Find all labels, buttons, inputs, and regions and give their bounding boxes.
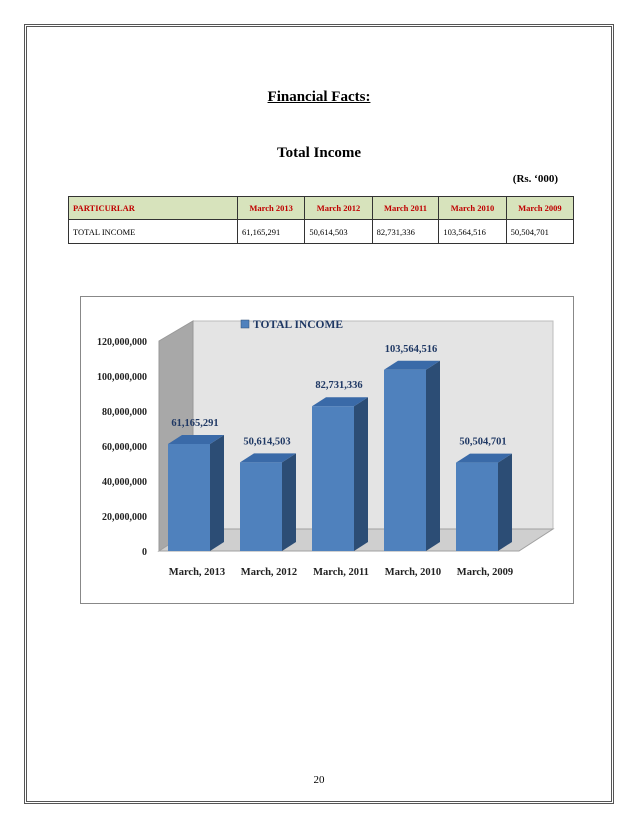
bar-side xyxy=(210,434,224,551)
header-cell-march-2009: March 2009 xyxy=(505,196,575,220)
bar-top xyxy=(456,453,512,463)
header-cell-march-2010: March 2010 xyxy=(438,196,507,220)
bar xyxy=(240,462,282,551)
header-cell-march-2011: March 2011 xyxy=(371,196,440,220)
chart-container: 0 20,000,000 40,000,000 60,000,000 80,000,00… xyxy=(80,296,574,604)
y-tick-label: 80,000,000 xyxy=(102,407,147,418)
bar-side xyxy=(498,453,512,551)
x-tick-label: March, 2013 xyxy=(169,567,225,578)
y-tick-label: 0 xyxy=(142,547,147,558)
y-tick-label: 20,000,000 xyxy=(102,512,147,523)
financial-facts-table: PARTICURLAR March 2013 March 2012 March … xyxy=(68,196,575,244)
x-tick-label: March, 2009 xyxy=(457,567,513,578)
bar xyxy=(168,443,210,551)
bar-side xyxy=(282,453,296,551)
bar-top xyxy=(384,360,440,370)
y-tick-label: 100,000,000 xyxy=(97,372,147,383)
bar xyxy=(312,406,354,551)
cell-march-2013: 61,165,291 xyxy=(236,219,306,244)
y-tick-label: 40,000,000 xyxy=(102,477,147,488)
bar xyxy=(384,369,426,551)
page-number: 20 xyxy=(313,774,325,786)
data-label: 82,731,336 xyxy=(315,380,362,391)
cell-march-2010: 103,564,516 xyxy=(438,219,507,244)
bar-side xyxy=(426,360,440,551)
header-cell-march-2013: March 2013 xyxy=(236,196,306,220)
bar-side xyxy=(354,397,368,551)
y-tick-label: 60,000,000 xyxy=(102,442,147,453)
y-tick-label: 120,000,000 xyxy=(97,337,147,348)
cell-march-2012: 50,614,503 xyxy=(304,219,373,244)
bar-top xyxy=(312,397,368,407)
bar xyxy=(456,462,498,551)
x-tick-label: March, 2011 xyxy=(313,567,369,578)
data-label: 103,564,516 xyxy=(385,344,438,355)
legend-swatch xyxy=(240,319,250,329)
data-label: 50,614,503 xyxy=(243,436,290,447)
x-tick-label: March, 2010 xyxy=(385,567,441,578)
total-income-chart: 0 20,000,000 40,000,000 60,000,000 80,000,00… xyxy=(97,319,555,578)
units-note: (Rs. ‘000) xyxy=(512,173,558,185)
data-label: 61,165,291 xyxy=(171,418,218,429)
legend-label: TOTAL INCOME xyxy=(253,319,343,331)
cell-march-2011: 82,731,336 xyxy=(371,219,440,244)
x-tick-label: March, 2012 xyxy=(241,567,297,578)
bar-top xyxy=(240,453,296,463)
bar-top xyxy=(168,434,224,444)
data-label: 50,504,701 xyxy=(459,437,506,448)
table-row: TOTAL INCOME 61,165,291 50,614,503 82,73… xyxy=(68,219,575,244)
document-subheading: Total Income xyxy=(276,145,362,161)
page-border xyxy=(24,24,614,804)
cell-march-2009: 50,504,701 xyxy=(505,219,575,244)
document-heading: Financial Facts: xyxy=(267,89,371,105)
header-cell-march-2012: March 2012 xyxy=(304,196,373,220)
row-label-total-income: TOTAL INCOME xyxy=(68,219,238,244)
header-cell-particular: PARTICURLAR xyxy=(68,196,238,220)
table-header-row: PARTICURLAR March 2013 March 2012 March … xyxy=(68,196,575,220)
